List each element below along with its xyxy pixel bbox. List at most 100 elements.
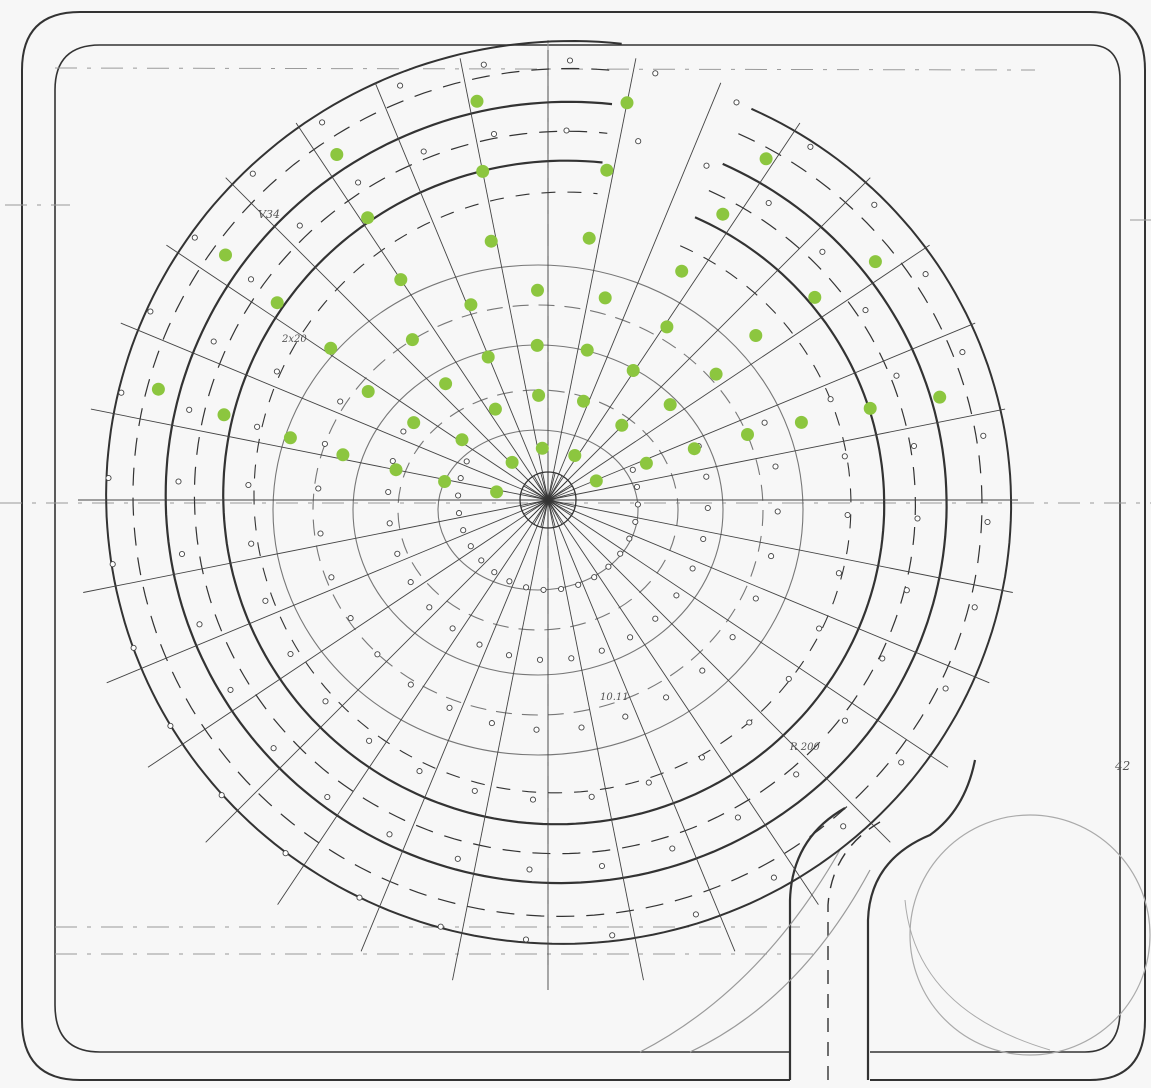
highlighted-point bbox=[283, 431, 297, 445]
grid-point bbox=[273, 368, 280, 375]
grid-point bbox=[426, 604, 433, 611]
grid-point bbox=[942, 685, 949, 692]
highlighted-point bbox=[505, 455, 519, 469]
highlighted-point bbox=[407, 416, 421, 430]
grid-point bbox=[490, 130, 498, 138]
grid-point bbox=[841, 717, 849, 724]
highlighted-point bbox=[615, 418, 629, 432]
highlighted-point bbox=[687, 442, 701, 456]
grid-point bbox=[752, 595, 759, 602]
highlighted-point bbox=[361, 385, 375, 398]
grid-point bbox=[109, 561, 116, 568]
highlighted-point bbox=[481, 350, 495, 364]
grid-point bbox=[186, 406, 193, 413]
highlighted-point bbox=[709, 367, 723, 381]
highlighted-point bbox=[741, 428, 754, 441]
grid-point bbox=[634, 501, 641, 508]
hub-ray-6 bbox=[547, 499, 556, 528]
grid-point bbox=[871, 201, 878, 208]
highlighted-point bbox=[863, 401, 877, 415]
outer-frame bbox=[21, 11, 1146, 1081]
spoke-23 bbox=[374, 82, 549, 501]
spoke-6 bbox=[547, 499, 819, 905]
spoke-21 bbox=[225, 177, 549, 501]
grid-point bbox=[147, 308, 154, 315]
auxiliary-circle bbox=[909, 814, 1151, 1056]
highlighted-point bbox=[582, 231, 596, 245]
hub-ray-12 bbox=[520, 499, 549, 508]
grid-point bbox=[478, 557, 485, 564]
spoke-12 bbox=[277, 499, 549, 905]
hub-ray-9 bbox=[533, 499, 549, 525]
grid-point bbox=[903, 587, 910, 594]
spoke-15 bbox=[106, 499, 549, 684]
grid-point bbox=[175, 478, 182, 485]
inner-frame bbox=[54, 44, 1121, 1053]
grid-point bbox=[700, 535, 707, 543]
grid-point bbox=[191, 234, 198, 241]
grid-point bbox=[245, 481, 252, 489]
grid-point bbox=[454, 855, 461, 862]
grid-point bbox=[980, 432, 987, 439]
spiral-lane-line-2 bbox=[132, 67, 983, 918]
grid-point bbox=[626, 535, 633, 542]
grid-point bbox=[793, 771, 800, 778]
hub-ray-24 bbox=[547, 492, 576, 501]
grid-point bbox=[476, 641, 483, 648]
grid-point bbox=[669, 845, 676, 852]
grid-point bbox=[819, 248, 826, 255]
hub-ray-23 bbox=[547, 485, 573, 501]
grid-point bbox=[355, 179, 362, 186]
highlighted-point bbox=[868, 255, 882, 269]
grid-point bbox=[652, 70, 659, 77]
grid-point bbox=[247, 276, 255, 283]
grid-point bbox=[598, 647, 605, 654]
grid-point bbox=[879, 655, 886, 662]
spoke-4 bbox=[547, 499, 949, 768]
grid-point bbox=[598, 862, 606, 870]
highlighted-point bbox=[808, 290, 822, 304]
grid-point bbox=[366, 737, 373, 744]
grid-point bbox=[386, 831, 393, 838]
grid-point bbox=[575, 581, 582, 588]
highlighted-point bbox=[535, 441, 549, 455]
highlighted-point bbox=[716, 207, 730, 221]
hub-ray-17 bbox=[533, 475, 549, 501]
highlighted-point bbox=[219, 248, 232, 262]
spoke-24 bbox=[459, 58, 549, 501]
highlighted-point bbox=[568, 449, 582, 462]
grid-point bbox=[862, 307, 869, 314]
hub-ray-4 bbox=[547, 499, 569, 521]
grid-point bbox=[282, 850, 289, 857]
grid-point bbox=[523, 584, 530, 591]
grid-point bbox=[437, 923, 444, 930]
spoke-10 bbox=[452, 499, 549, 981]
grid-point bbox=[673, 592, 680, 599]
grid-point bbox=[196, 621, 203, 628]
annotation-3: 10.11 bbox=[600, 692, 629, 703]
grid-point bbox=[407, 579, 414, 586]
spoke-31 bbox=[547, 322, 976, 501]
grid-point bbox=[703, 473, 710, 480]
grid-point bbox=[663, 694, 670, 701]
grid-point bbox=[506, 578, 513, 585]
grid-point bbox=[178, 550, 186, 558]
spoke-18 bbox=[90, 408, 549, 501]
grid-point bbox=[397, 82, 404, 89]
grid-point bbox=[734, 814, 741, 821]
grid-point bbox=[698, 754, 706, 761]
grid-point bbox=[270, 745, 277, 752]
highlighted-point bbox=[759, 152, 773, 166]
grid-point bbox=[704, 504, 711, 512]
highlighted-point bbox=[484, 234, 498, 248]
grid-point bbox=[407, 681, 414, 688]
hub-ray-16 bbox=[527, 479, 549, 501]
grid-point bbox=[729, 634, 736, 641]
grid-point bbox=[770, 874, 777, 881]
exit-lane bbox=[639, 759, 977, 1080]
grid-point bbox=[984, 518, 991, 526]
highlighted-point bbox=[620, 96, 634, 110]
spoke-7 bbox=[547, 499, 736, 952]
hub-ray-14 bbox=[520, 492, 549, 501]
